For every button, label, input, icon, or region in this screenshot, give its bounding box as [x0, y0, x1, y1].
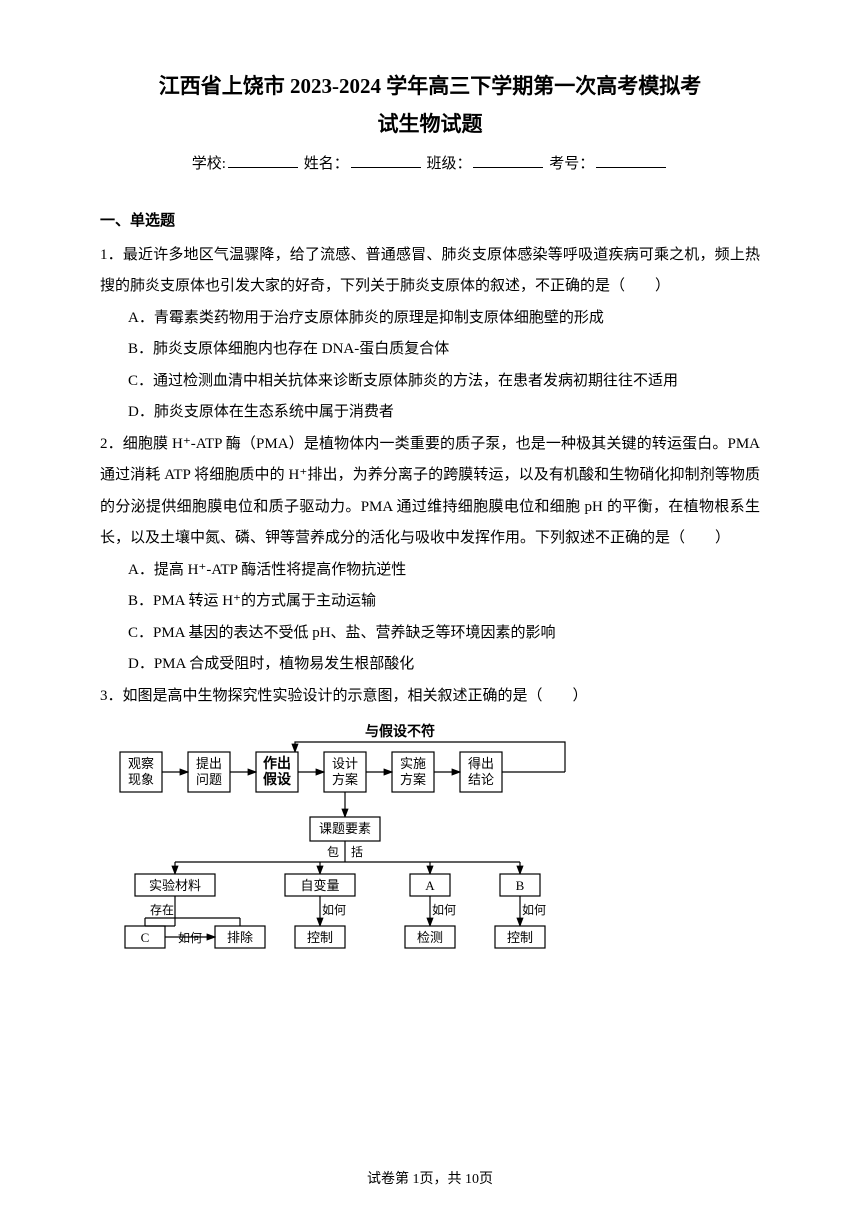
q2-option-d: D．PMA 合成受阻时，植物易发生根部酸化 — [100, 649, 760, 681]
q2-option-a: A．提高 H⁺-ATP 酶活性将提高作物抗逆性 — [100, 555, 760, 587]
page-footer: 试卷第 1页，共 10页 — [0, 1168, 860, 1188]
svg-text:控制: 控制 — [507, 930, 533, 945]
main-title: 江西省上饶市 2023-2024 学年高三下学期第一次高考模拟考 — [100, 70, 760, 104]
svg-text:检测: 检测 — [417, 930, 443, 945]
svg-text:作出: 作出 — [263, 755, 291, 772]
blank-name — [351, 153, 421, 168]
feedback-label: 与假设不符 — [365, 723, 435, 740]
svg-text:自变量: 自变量 — [300, 878, 339, 893]
q3-stem: 3．如图是高中生物探究性实验设计的示意图，相关叙述正确的是（ ） — [100, 681, 760, 713]
svg-text:存在: 存在 — [150, 903, 174, 917]
svg-text:控制: 控制 — [307, 930, 333, 945]
flowchart-diagram: 与假设不符 观察 现象 提出 问题 作出 假设 设计 方案 实施 方案 得出 结… — [110, 722, 760, 962]
svg-text:实验材料: 实验材料 — [149, 878, 201, 893]
svg-text:提出: 提出 — [196, 756, 222, 771]
q2-option-c: C．PMA 基因的表达不受低 pH、盐、营养缺乏等环境因素的影响 — [100, 618, 760, 650]
q1-option-b: B．肺炎支原体细胞内也存在 DNA-蛋白质复合体 — [100, 334, 760, 366]
svg-text:问题: 问题 — [196, 772, 222, 787]
blank-id — [596, 153, 666, 168]
svg-text:A: A — [425, 878, 435, 893]
q2-stem: 2．细胞膜 H⁺-ATP 酶（PMA）是植物体内一类重要的质子泵，也是一种极其关… — [100, 429, 760, 555]
section-title: 一、单选题 — [100, 209, 760, 230]
q2-option-b: B．PMA 转运 H⁺的方式属于主动运输 — [100, 586, 760, 618]
svg-text:设计: 设计 — [332, 756, 358, 771]
svg-text:得出: 得出 — [468, 756, 494, 771]
svg-text:方案: 方案 — [400, 772, 426, 787]
svg-text:结论: 结论 — [468, 772, 494, 787]
svg-text:B: B — [516, 878, 525, 893]
info-id-label: 考号： — [549, 156, 594, 172]
svg-text:如何: 如何 — [322, 902, 346, 917]
svg-text:排除: 排除 — [227, 930, 253, 945]
blank-school — [228, 153, 298, 168]
svg-text:包 括: 包 括 — [327, 844, 363, 859]
svg-text:课题要素: 课题要素 — [319, 821, 371, 836]
svg-text:观察: 观察 — [128, 756, 154, 771]
info-class-label: 班级： — [426, 156, 471, 172]
svg-text:假设: 假设 — [263, 771, 292, 788]
sub-title: 试生物试题 — [100, 108, 760, 138]
q1-option-c: C．通过检测血清中相关抗体来诊断支原体肺炎的方法，在患者发病初期往往不适用 — [100, 366, 760, 398]
blank-class — [473, 153, 543, 168]
info-school-label: 学校: — [192, 156, 226, 172]
q1-option-d: D．肺炎支原体在生态系统中属于消费者 — [100, 397, 760, 429]
svg-text:C: C — [141, 930, 150, 945]
info-line: 学校: 姓名： 班级： 考号： — [100, 152, 760, 173]
q1-option-a: A．青霉素类药物用于治疗支原体肺炎的原理是抑制支原体细胞壁的形成 — [100, 303, 760, 335]
q1-stem: 1．最近许多地区气温骤降，给了流感、普通感冒、肺炎支原体感染等呼吸道疾病可乘之机… — [100, 240, 760, 303]
svg-text:方案: 方案 — [332, 772, 358, 787]
svg-text:如何: 如何 — [522, 902, 546, 917]
svg-text:实施: 实施 — [400, 756, 426, 771]
info-name-label: 姓名： — [304, 156, 349, 172]
svg-text:现象: 现象 — [128, 772, 154, 787]
svg-text:如何: 如何 — [432, 902, 456, 917]
